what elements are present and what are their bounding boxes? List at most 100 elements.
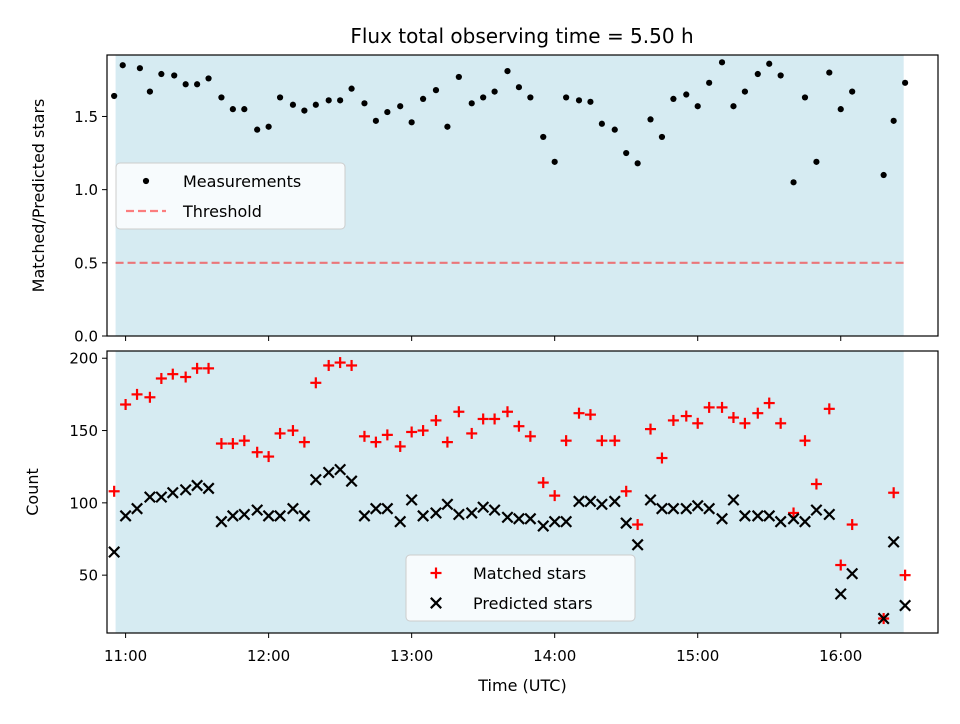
x-stroke-b: [834, 587, 847, 600]
panel-bottom: 50 100 150 200 11:00 12:00 13:00 14:00 15:00 16:0…: [23, 350, 939, 695]
x-stroke-b: [143, 491, 156, 504]
predicted-star-point: [644, 493, 657, 506]
x-stroke-b: [381, 502, 394, 515]
measurement-point: [658, 133, 666, 141]
matched-star-point: [775, 417, 787, 429]
x-stroke-b: [322, 466, 335, 479]
measurement-point: [634, 160, 641, 167]
matched-star-point: [596, 435, 608, 447]
legend-measurement-label: Measurements: [183, 172, 301, 191]
measurement-point: [849, 88, 856, 95]
bottom-xtick-label: 12:00: [247, 647, 290, 665]
matched-star-point: [441, 436, 453, 448]
bottom-xlabel: Time (UTC): [477, 676, 566, 695]
measurement-point: [218, 94, 225, 101]
matched-star-point: [692, 417, 704, 429]
bottom-axes-frame: [106, 350, 939, 634]
measurement-point: [540, 133, 547, 141]
matched-star-point: [287, 425, 299, 437]
x-stroke-b: [119, 509, 132, 522]
matched-star-point: [310, 377, 322, 389]
x-stroke-b: [358, 509, 371, 522]
predicted-star-point: [584, 495, 597, 508]
matched-star-point: [274, 427, 286, 439]
predicted-star-point: [166, 486, 179, 499]
x-stroke-b: [691, 499, 704, 512]
x-stroke-b: [369, 502, 382, 515]
predicted-star-point: [251, 504, 264, 517]
measurement-point: [575, 97, 583, 104]
predicted-star-point: [381, 502, 394, 515]
predicted-star-point: [846, 567, 859, 580]
x-stroke-b: [751, 509, 764, 522]
x-stroke-b: [655, 502, 668, 515]
matched-star-point: [381, 429, 393, 441]
matched-star-point: [167, 368, 179, 380]
top-ytick-label: 0.0: [74, 328, 98, 346]
matched-star-point: [703, 401, 715, 413]
measurement-point: [718, 59, 726, 66]
bottom-ytick-label: 200: [69, 350, 98, 368]
matched-star-point: [752, 407, 764, 419]
matched-star-point: [788, 507, 800, 519]
measurement-point: [563, 94, 570, 101]
measurement-point: [241, 106, 248, 113]
x-stroke-b: [202, 482, 215, 495]
matched-star-point: [358, 430, 370, 442]
predicted-star-point: [441, 498, 454, 511]
measurement-point: [337, 97, 344, 104]
x-stroke-b: [226, 509, 239, 522]
matched-star-point: [108, 485, 120, 497]
bottom-xtick-label: 16:00: [819, 647, 862, 665]
matched-star-point: [477, 413, 489, 425]
x-stroke-b: [763, 509, 776, 522]
matched-star-point: [835, 559, 847, 571]
measurement-point: [397, 103, 404, 110]
measurement-point: [276, 94, 284, 101]
matched-star-point: [203, 362, 215, 374]
x-stroke-b: [887, 535, 900, 548]
matched-star-point: [645, 423, 657, 435]
predicted-star-point: [226, 509, 239, 522]
x-stroke-b: [680, 502, 693, 515]
predicted-star-point: [358, 509, 371, 522]
measurement-point: [551, 158, 558, 165]
top-legend: Measurements Threshold: [115, 162, 346, 230]
measurement-point: [372, 117, 379, 124]
x-stroke-b: [620, 517, 633, 530]
matched-star-point: [739, 417, 751, 429]
predicted-star-point: [155, 491, 168, 504]
top-ytick-label: 1.5: [74, 108, 98, 126]
predicted-star-point: [430, 597, 442, 609]
matched-star-point: [573, 407, 585, 419]
matched-star-point: [501, 406, 513, 418]
measurement-point: [623, 149, 630, 157]
x-stroke-b: [417, 509, 430, 522]
measurement-point: [254, 126, 261, 133]
x-stroke-b: [537, 520, 550, 532]
matched-star-point: [632, 519, 644, 531]
measurement-point: [670, 95, 677, 103]
measurement-point: [455, 73, 462, 81]
predicted-star-point: [877, 612, 890, 625]
matched-star-point: [466, 427, 478, 439]
x-stroke-b: [262, 509, 275, 522]
matched-star-point: [799, 435, 811, 447]
measurement-point: [136, 65, 143, 72]
measurement-point: [111, 92, 118, 100]
matched-star-point: [549, 490, 561, 502]
predicted-star-point: [262, 509, 275, 522]
x-stroke-b: [703, 502, 716, 515]
predicted-star-point: [309, 473, 322, 486]
matched-star-point: [727, 412, 739, 424]
x-stroke-b: [477, 501, 490, 514]
x-stroke-b: [452, 508, 465, 521]
matched-star-point: [334, 357, 346, 369]
predicted-star-point: [274, 509, 287, 522]
matched-star-point: [810, 478, 822, 490]
measurement-point: [598, 120, 605, 127]
matched-star-point: [667, 414, 679, 426]
predicted-star-point: [537, 520, 550, 532]
matched-star-point: [609, 435, 621, 447]
predicted-star-point: [524, 512, 537, 525]
